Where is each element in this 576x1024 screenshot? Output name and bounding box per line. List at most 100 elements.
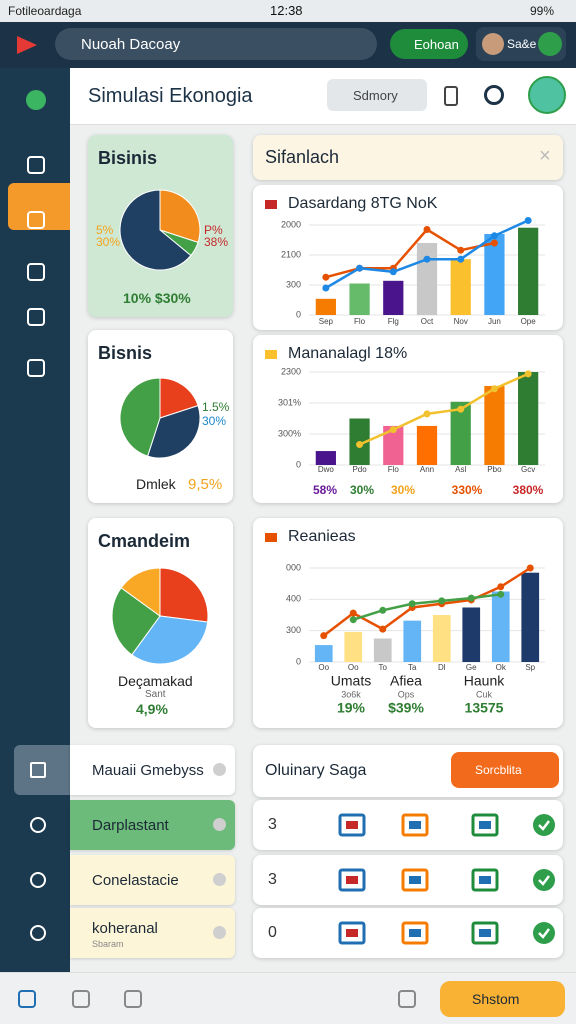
y-tick-label: 400 — [286, 594, 301, 604]
chart: 2300 301% 300% 0 Dwo Pdo Flo Ann Asl Pbo Gcv 58% 30%… — [278, 366, 545, 497]
line-point — [457, 255, 465, 263]
icon-shape — [479, 821, 491, 829]
icon-shape — [346, 876, 358, 884]
x-tick-label: Oo — [348, 663, 359, 672]
chart-footer-value: 380% — [513, 483, 544, 497]
carrier: Fotileoardaga — [8, 4, 82, 18]
pie-slice — [159, 189, 201, 243]
y-tick-label: 300% — [278, 428, 301, 438]
chart-footer-value: 19% — [337, 700, 366, 716]
line-point — [322, 284, 330, 292]
menu-close[interactable] — [213, 873, 226, 886]
menu-item[interactable]: koheranal Sbaram — [70, 908, 235, 958]
settings-icon[interactable] — [484, 85, 504, 105]
y-tick-label: 2000 — [281, 219, 301, 229]
primary-button-label: Eohoan — [414, 37, 459, 52]
bar — [518, 372, 539, 465]
pie-footer: 4,9% — [136, 701, 168, 717]
bar — [315, 451, 336, 465]
icon-shape — [346, 821, 358, 829]
x-tick-label: Dl — [438, 663, 446, 672]
nav-icon[interactable] — [18, 990, 36, 1008]
table-button[interactable]: Sorcblita — [451, 752, 559, 788]
line-point — [438, 597, 446, 605]
line-series — [322, 566, 531, 637]
row-number: 3 — [268, 871, 277, 888]
nav-pill[interactable]: Shstom — [440, 981, 565, 1017]
row-icon — [338, 921, 366, 945]
icon-shape — [471, 921, 499, 945]
menu-item[interactable]: Mauaii Gmebyss — [70, 745, 235, 795]
y-tick-label: 2100 — [281, 249, 301, 259]
user-chip[interactable]: Sa&e — [476, 27, 566, 61]
line-point — [526, 564, 534, 572]
menu-close[interactable] — [213, 926, 226, 939]
table-title: Oluinary Saga — [265, 762, 367, 779]
pie-footer: 10% $30% — [123, 290, 191, 306]
nav-icon[interactable] — [398, 990, 416, 1008]
check-circle — [533, 814, 555, 836]
x-tick-label: Ope — [521, 317, 537, 326]
pie-label: 30% — [96, 235, 121, 249]
user-check — [538, 32, 562, 56]
pie-slice — [111, 587, 161, 656]
close-button[interactable]: × — [539, 145, 551, 167]
line-point — [379, 606, 387, 614]
icon-shape — [27, 308, 45, 326]
row-check — [533, 814, 555, 836]
pie-slice — [147, 405, 201, 459]
chart-icon — [265, 533, 277, 542]
search-text: Nuoah Dacoay — [81, 36, 181, 53]
bar — [349, 283, 370, 315]
battery: 99% — [530, 4, 555, 18]
line-point — [490, 232, 498, 240]
device-icon[interactable] — [444, 86, 458, 106]
menu-label: koheranal — [92, 920, 158, 937]
chart-title: Dasardang 8TG NoK — [288, 195, 438, 212]
nav-icon[interactable] — [72, 990, 90, 1008]
icon-shape — [27, 359, 45, 377]
chart-footer-sub: Cuk — [476, 689, 493, 699]
bar — [344, 631, 363, 662]
x-tick-label: Jun — [488, 317, 501, 326]
check-mark — [538, 928, 550, 939]
line-point — [457, 405, 465, 413]
chart-icon — [265, 200, 277, 209]
line-point — [467, 594, 475, 602]
table-row: 0 — [253, 908, 563, 958]
x-tick-label: Sp — [525, 663, 535, 672]
menu-label: Mauaii Gmebyss — [92, 762, 204, 779]
menu-icon-tile — [14, 745, 70, 795]
menu-icon — [30, 762, 46, 778]
icon-shape — [346, 929, 358, 937]
dropdown[interactable]: Sdmory — [327, 79, 427, 111]
pie-card: Cmandeim Deçamakad Sant 4,9% — [88, 518, 233, 728]
menu-item[interactable]: Darplastant — [70, 800, 235, 850]
row-icon — [471, 868, 499, 892]
menu-close[interactable] — [213, 818, 226, 831]
row-icon — [471, 813, 499, 837]
pie-card: Bisnis 1.5% 30% Dmlek 9,5% — [88, 330, 233, 503]
table-button-label: Sorcblita — [475, 763, 522, 777]
line-point — [379, 625, 387, 633]
pie-label: P% — [204, 223, 223, 237]
profile-avatar[interactable] — [528, 76, 566, 114]
menu-item[interactable]: Conelastacie — [70, 855, 235, 905]
pie — [111, 567, 209, 665]
menu-close[interactable] — [213, 763, 226, 776]
line-point — [457, 246, 465, 254]
x-tick-label: Oo — [318, 663, 329, 672]
pie-label: 38% — [204, 235, 229, 249]
bar — [416, 243, 438, 315]
dropdown-label: Sdmory — [353, 88, 398, 103]
search-box[interactable]: Nuoah Dacoay — [55, 28, 377, 60]
pie — [119, 377, 201, 459]
primary-button[interactable]: Eohoan — [390, 29, 468, 59]
table-header: Oluinary Saga Sorcblita — [253, 745, 563, 797]
nav-icon[interactable] — [124, 990, 142, 1008]
chart-title: Mananalagl 18% — [288, 345, 408, 362]
chart: 2000 2100 300 0 Sep Flo Flg Oct Nov Jun Ope — [281, 217, 545, 326]
pie-card: Bisinis 5% 30% P% 38% 10% $30% — [88, 135, 233, 317]
nav-pill-label: Shstom — [472, 991, 520, 1007]
line-point — [356, 441, 364, 449]
